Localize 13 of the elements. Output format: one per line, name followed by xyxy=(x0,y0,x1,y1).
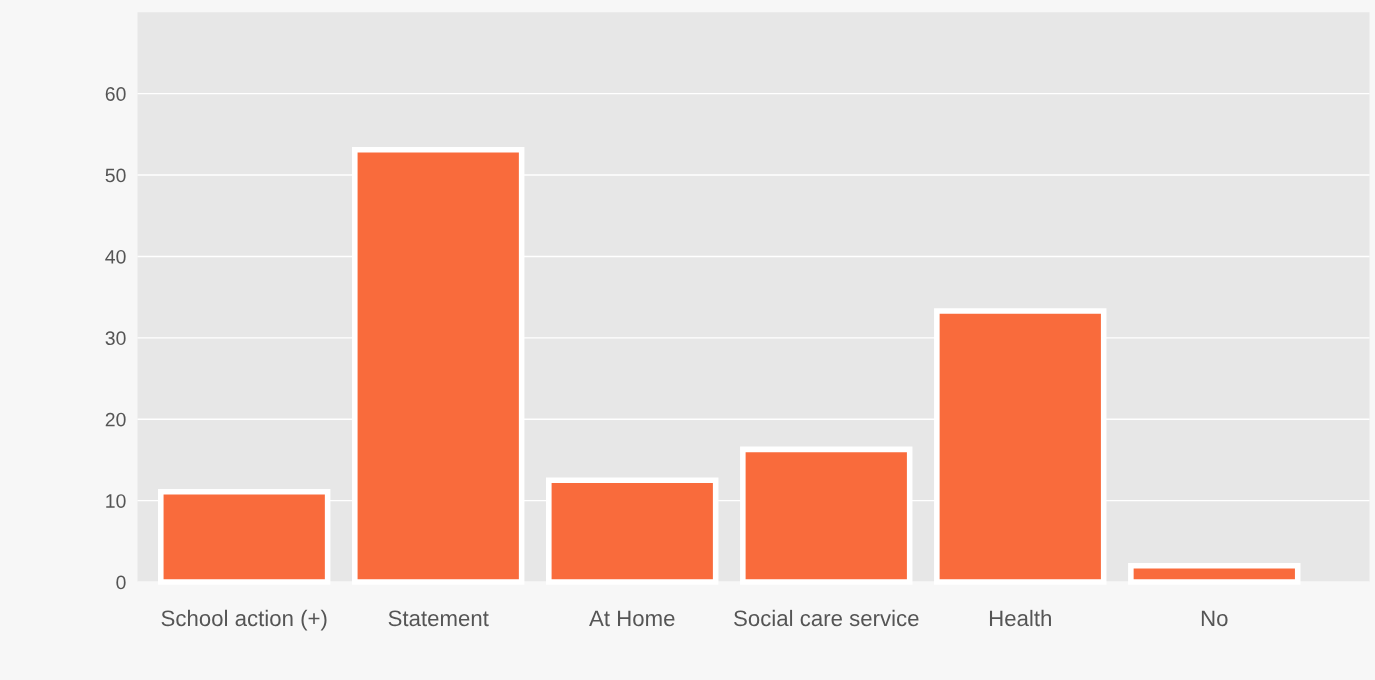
y-tick-label: 50 xyxy=(105,168,126,183)
y-tick-label: 10 xyxy=(106,494,126,508)
y-tick-label: 60 xyxy=(105,87,126,101)
x-tick-label: No xyxy=(1201,610,1228,627)
x-tick-label: Health xyxy=(989,609,1051,627)
x-tick-label: Statement xyxy=(388,610,489,627)
x-tick-label: School action (+) xyxy=(161,609,327,631)
y-tick-label: 20 xyxy=(105,412,126,427)
x-tick-label: Social care service xyxy=(734,609,919,627)
x-tick-label: At Home xyxy=(589,610,675,627)
y-tick-label: 30 xyxy=(105,331,126,346)
y-tick-label: 40 xyxy=(105,249,126,264)
y-tick-label: 0 xyxy=(116,575,126,590)
